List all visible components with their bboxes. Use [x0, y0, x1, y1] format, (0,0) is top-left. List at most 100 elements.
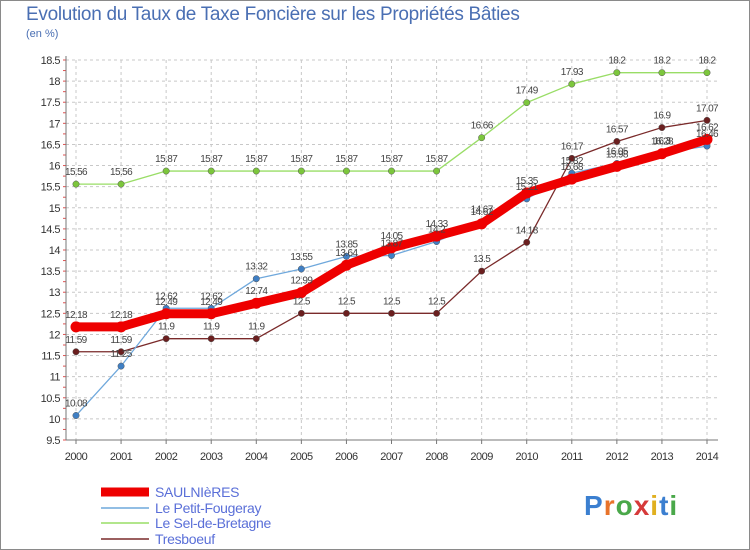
- data-label: 15.87: [245, 154, 268, 165]
- data-label: 12.18: [65, 310, 88, 321]
- data-point: [566, 173, 578, 185]
- data-label: 16.62: [696, 122, 719, 133]
- data-point: [117, 180, 125, 188]
- data-point: [342, 252, 350, 260]
- data-point: [658, 124, 666, 132]
- y-tick-label: 14: [49, 245, 61, 257]
- data-point: [70, 321, 82, 333]
- data-point: [252, 275, 260, 283]
- x-tick-label: 2005: [290, 451, 313, 463]
- proxiti-logo: Proxiti: [584, 490, 678, 522]
- data-point: [250, 297, 262, 309]
- data-label: 13.32: [245, 262, 268, 273]
- data-label: 18.2: [608, 56, 626, 67]
- data-point: [521, 187, 533, 199]
- y-tick-label: 13.5: [41, 266, 61, 278]
- y-tick-label: 10.5: [41, 393, 61, 405]
- x-tick-label: 2002: [155, 451, 178, 463]
- data-point: [613, 138, 621, 145]
- data-label: 14.05: [380, 231, 403, 242]
- x-tick-label: 2001: [110, 451, 133, 463]
- data-label: 16.17: [561, 141, 584, 152]
- y-tick-label: 17: [49, 118, 61, 130]
- data-point: [115, 321, 127, 333]
- data-label: 17.93: [561, 67, 584, 78]
- y-tick-label: 10: [49, 414, 61, 426]
- logo-letter: x: [633, 490, 651, 521]
- data-label: 15.87: [290, 154, 313, 165]
- chart-title: Evolution du Taux de Taxe Foncière sur l…: [26, 4, 520, 25]
- data-point: [342, 309, 350, 317]
- data-point: [478, 134, 486, 142]
- y-tick-label: 14.5: [41, 224, 61, 236]
- data-point: [386, 242, 397, 254]
- chart-subtitle: (en %): [26, 28, 59, 40]
- data-label: 15.35: [516, 176, 539, 187]
- data-point: [117, 348, 125, 356]
- y-tick-label: 12.5: [41, 308, 61, 320]
- x-tick-label: 2008: [425, 451, 448, 463]
- grid-layer: [66, 59, 718, 441]
- data-label: 13.87: [380, 238, 403, 249]
- data-label: 12.49: [155, 297, 178, 308]
- data-point: [72, 348, 80, 356]
- data-label: 16.28: [651, 137, 674, 148]
- data-label: 15.56: [65, 167, 88, 178]
- data-label: 15.68: [561, 162, 584, 173]
- data-label: 18.2: [698, 56, 716, 67]
- data-point: [342, 167, 350, 175]
- data-point: [701, 133, 713, 145]
- data-label: 16.3: [653, 136, 671, 147]
- x-tick-label: 2004: [245, 451, 268, 463]
- data-point: [252, 167, 260, 175]
- data-point: [523, 238, 531, 246]
- data-label: 16.9: [653, 111, 671, 122]
- data-label: 15.87: [200, 154, 223, 165]
- data-label: 15.87: [335, 154, 358, 165]
- data-label: 16.57: [606, 124, 629, 135]
- data-label: 14.18: [516, 225, 539, 236]
- data-label: 11.9: [248, 322, 265, 333]
- data-point: [72, 412, 80, 419]
- data-label: 12.5: [338, 296, 356, 307]
- y-tick-label: 18: [49, 76, 61, 88]
- data-label: 12.5: [428, 296, 446, 307]
- data-label: 16.66: [471, 121, 494, 132]
- y-tick-label: 11: [50, 372, 61, 384]
- data-label: 15.87: [155, 154, 178, 165]
- data-point: [295, 287, 307, 299]
- data-point: [297, 265, 305, 273]
- x-tick-label: 2014: [696, 451, 719, 463]
- data-point: [431, 230, 443, 242]
- data-label: 15.98: [606, 149, 629, 160]
- data-label: 15.56: [110, 167, 133, 178]
- data-label: 11.9: [203, 322, 220, 333]
- x-tick-label: 2007: [380, 451, 403, 463]
- data-label: 15.21: [516, 182, 539, 193]
- data-label: 11.59: [65, 335, 87, 346]
- y-tick-label: 16: [49, 161, 61, 173]
- legend-label: Le Petit-Fougeray: [155, 500, 261, 516]
- data-label: 16.46: [696, 129, 719, 140]
- data-point: [568, 154, 576, 162]
- data-label: 17.07: [696, 103, 719, 114]
- data-point: [388, 309, 395, 317]
- data-point: [433, 167, 441, 175]
- y-tick-label: 16.5: [41, 139, 61, 151]
- data-point: [703, 69, 711, 77]
- x-tick-label: 2000: [65, 451, 88, 463]
- data-point: [297, 167, 305, 175]
- data-point: [340, 259, 352, 271]
- x-tick-label: 2009: [470, 451, 493, 463]
- data-label: 15.82: [561, 156, 584, 167]
- logo-letter: r: [603, 490, 616, 521]
- data-point: [611, 160, 623, 172]
- x-tick-label: 2003: [200, 451, 223, 463]
- data-label: 13.5: [473, 254, 491, 265]
- data-label: 11.9: [158, 322, 175, 333]
- y-tick-label: 12: [49, 329, 61, 341]
- y-tick-label: 15: [49, 203, 61, 215]
- data-label: 12.5: [293, 296, 311, 307]
- data-label: 15.87: [426, 154, 449, 165]
